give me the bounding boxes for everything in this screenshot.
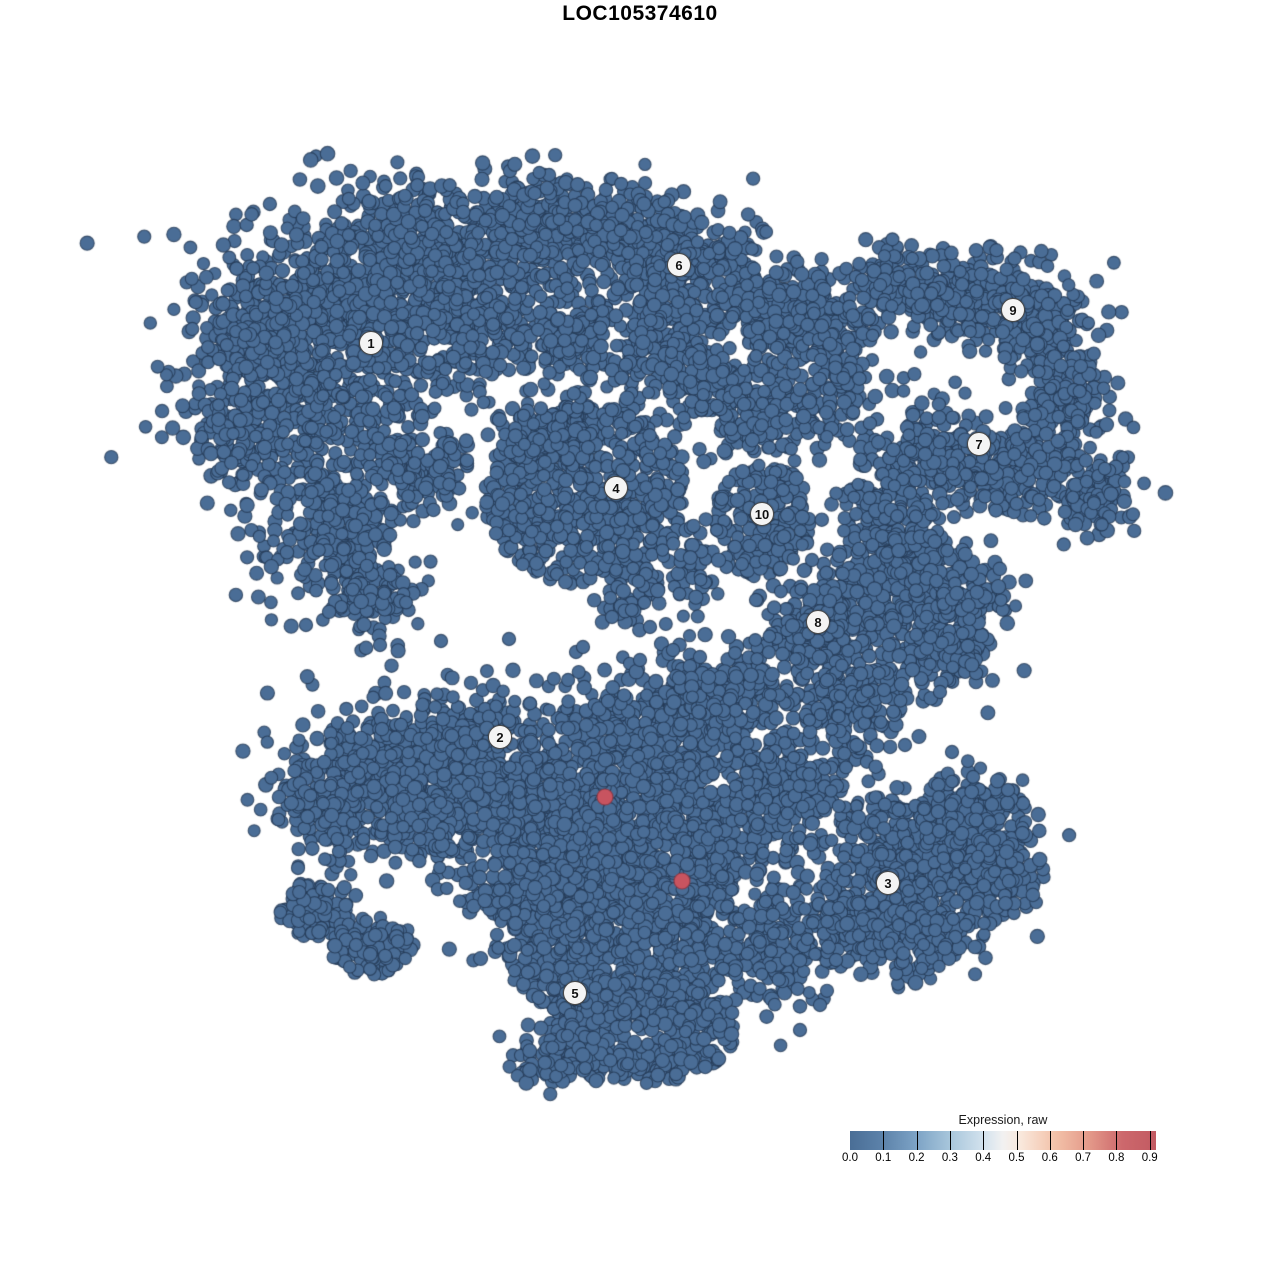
legend-tickline	[916, 1131, 918, 1150]
cluster-label-1: 1	[359, 331, 383, 355]
cluster-label-3: 3	[876, 871, 900, 895]
legend-tick-0.2: 0.2	[908, 1152, 925, 1164]
cluster-label-7: 7	[967, 432, 991, 456]
legend-tick-0.0: 0.0	[842, 1152, 858, 1164]
cluster-label-4: 4	[604, 476, 628, 500]
legend-tickline	[883, 1131, 885, 1150]
legend-tickline	[1083, 1131, 1085, 1150]
cluster-label-2: 2	[488, 725, 512, 749]
cluster-label-10: 10	[750, 502, 774, 526]
cluster-label-9: 9	[1001, 298, 1025, 322]
legend-tickline	[1116, 1131, 1118, 1150]
legend-tick-0.1: 0.1	[875, 1152, 892, 1164]
legend-tick-0.3: 0.3	[941, 1152, 958, 1164]
legend-tickline	[1049, 1131, 1051, 1150]
legend-tick-0.7: 0.7	[1075, 1152, 1092, 1164]
legend-tick-0.6: 0.6	[1041, 1152, 1058, 1164]
legend-tickline	[1016, 1131, 1018, 1150]
legend-tick-labels: 0.0 0.1 0.2 0.3 0.4 0.5 0.6 0.7 0.8 0.9	[842, 1152, 1158, 1168]
expression-colorbar-legend: Expression, raw 0.0 0.1 0.2 0.3 0.4 0.5 0.6 0.7…	[842, 1113, 1158, 1168]
legend-tick-0.4: 0.4	[975, 1152, 992, 1164]
legend-tickline	[983, 1131, 985, 1150]
legend-colorbar	[850, 1131, 1156, 1150]
legend-tickline	[949, 1131, 951, 1150]
legend-tick-0.5: 0.5	[1008, 1152, 1025, 1164]
legend-tickline	[1149, 1131, 1151, 1150]
cluster-label-6: 6	[667, 253, 691, 277]
legend-title: Expression, raw	[958, 1113, 1048, 1127]
cluster-label-8: 8	[806, 610, 830, 634]
legend-tick-0.8: 0.8	[1108, 1152, 1125, 1164]
legend-tick-0.9: 0.9	[1141, 1152, 1158, 1164]
cluster-label-5: 5	[563, 981, 587, 1005]
